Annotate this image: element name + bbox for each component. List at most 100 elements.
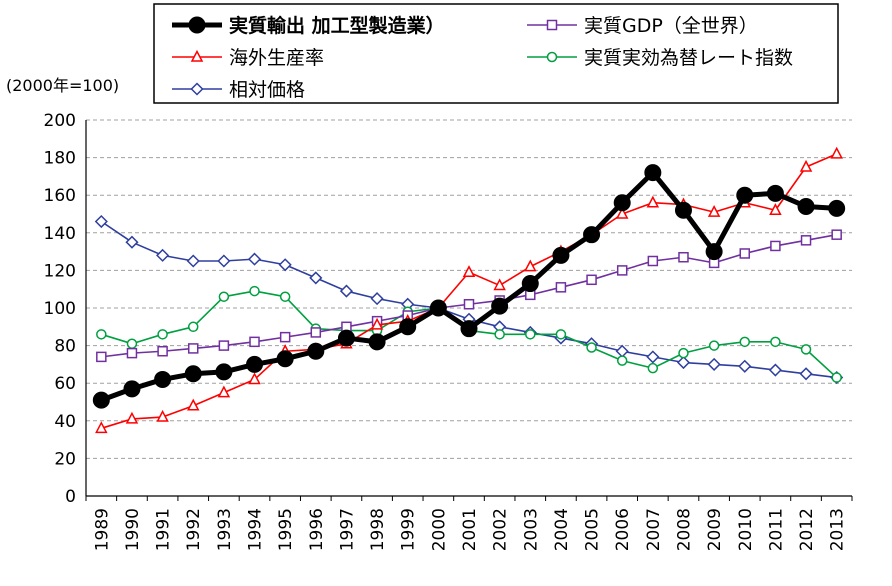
data-point	[217, 385, 231, 398]
y-tick-label: 200	[44, 111, 76, 131]
x-tick-label: 1989	[92, 508, 112, 551]
data-point	[94, 214, 108, 229]
y-unit-label: (2000年=100)	[6, 76, 119, 95]
data-point	[552, 246, 570, 264]
x-tick-label: 1996	[307, 508, 327, 551]
data-point	[123, 380, 141, 398]
data-point	[249, 285, 260, 297]
data-point	[186, 398, 200, 411]
data-point	[647, 362, 659, 374]
data-point	[188, 16, 206, 34]
data-point	[647, 255, 659, 267]
data-point	[154, 370, 172, 388]
data-point	[831, 229, 842, 240]
series-line-export	[100, 170, 837, 403]
data-point	[370, 292, 384, 306]
data-point	[613, 194, 631, 212]
data-point	[307, 342, 325, 360]
legend-label: 実質輸出 加工型製造業）	[229, 14, 445, 37]
data-point	[218, 340, 230, 351]
x-tick-label: 1997	[337, 508, 357, 551]
data-point	[674, 201, 692, 219]
legend-item-export: 実質輸出 加工型製造業）	[172, 14, 445, 37]
data-point	[309, 271, 323, 285]
data-point	[586, 342, 597, 353]
data-point	[399, 318, 417, 336]
series-gdp	[96, 229, 842, 363]
legend-label: 実質GDP（全世界）	[584, 15, 758, 37]
data-point	[546, 19, 558, 31]
x-tick-label: 2009	[705, 508, 725, 551]
data-point	[707, 205, 721, 217]
data-point	[739, 336, 751, 348]
y-tick-label: 180	[44, 149, 76, 169]
x-tick-label: 1990	[123, 508, 143, 551]
data-point	[494, 329, 505, 340]
x-tick-label: 2010	[736, 508, 756, 551]
data-point	[615, 344, 629, 358]
x-tick-label: 2001	[460, 508, 480, 551]
data-point	[586, 274, 597, 286]
y-tick-label: 160	[44, 186, 76, 206]
x-tick-label: 2000	[429, 508, 449, 551]
data-point	[705, 243, 723, 261]
y-tick-label: 40	[54, 412, 76, 432]
data-point	[248, 372, 261, 385]
series-export	[92, 164, 846, 409]
data-point	[828, 199, 846, 217]
data-point	[493, 278, 506, 291]
data-point	[157, 345, 168, 357]
data-point	[708, 340, 720, 351]
x-tick-label: 1992	[184, 508, 204, 551]
x-tick-label: 2008	[674, 508, 694, 551]
legend-item-reer: 実質実効為替レート指数	[527, 47, 793, 69]
gridlines	[86, 119, 852, 459]
data-point	[279, 331, 291, 343]
data-point	[187, 321, 199, 333]
data-point	[156, 409, 169, 422]
x-tick-label: 2013	[828, 508, 848, 551]
data-point	[126, 347, 138, 359]
series-overseas	[95, 146, 843, 434]
data-point	[247, 252, 262, 266]
data-point	[797, 197, 815, 215]
x-tick-label: 1998	[368, 508, 388, 551]
legend-item-gdp: 実質GDP（全世界）	[527, 15, 758, 37]
data-point	[339, 284, 354, 298]
data-point	[184, 365, 202, 383]
data-point	[799, 159, 813, 172]
data-point	[769, 203, 782, 215]
y-tick-label: 100	[44, 299, 76, 319]
data-point	[799, 367, 813, 381]
data-point	[279, 291, 291, 302]
data-point	[615, 206, 629, 219]
legend-label: 実質実効為替レート指数	[584, 47, 793, 69]
y-tick-label: 140	[44, 224, 76, 244]
legend-item-overseas: 海外生産率	[172, 47, 324, 69]
data-point	[278, 258, 292, 272]
x-tick-label: 1995	[276, 508, 296, 551]
data-point	[546, 51, 558, 63]
data-point	[491, 297, 509, 315]
data-point	[831, 372, 842, 383]
data-point	[96, 329, 107, 340]
data-point	[92, 391, 110, 409]
data-point	[310, 327, 322, 338]
data-point	[521, 275, 539, 293]
legend-box	[153, 3, 839, 104]
data-point	[583, 226, 601, 244]
legend-item-relprice: 相対価格	[172, 79, 305, 101]
data-point	[736, 186, 754, 204]
x-tick-label: 2011	[766, 508, 786, 551]
data-point	[707, 357, 721, 371]
y-tick-label: 0	[65, 487, 76, 507]
data-point	[830, 146, 843, 159]
data-point	[337, 329, 355, 347]
data-point	[217, 254, 231, 268]
series-line-gdp	[101, 233, 837, 358]
data-point	[125, 411, 139, 424]
y-tick-label: 120	[44, 261, 76, 281]
legend-label: 相対価格	[229, 79, 305, 101]
data-point	[190, 82, 204, 96]
data-point	[644, 164, 662, 182]
